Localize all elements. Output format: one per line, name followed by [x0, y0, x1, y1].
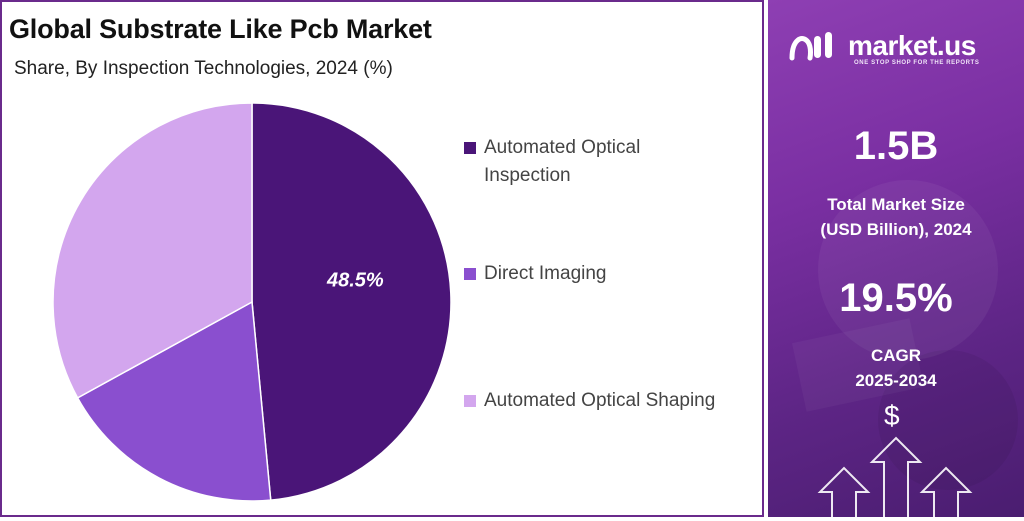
legend-item-automated-optical-inspection: Automated Optical Inspection	[464, 134, 764, 190]
legend-label-automated-optical-shaping: Automated Optical Shaping	[484, 390, 716, 411]
legend-swatch-direct-imaging	[464, 268, 476, 280]
brand-name: market.us	[848, 30, 976, 61]
cagr-label-line1: CAGR	[870, 346, 922, 365]
data-label-automated-optical-inspection: 48.5%	[326, 269, 384, 291]
market-size-value: 1.5B	[853, 124, 939, 168]
brand-tagline: ONE STOP SHOP FOR THE REPORTS	[854, 60, 980, 66]
chart-title: Global Substrate Like Pcb Market	[9, 14, 432, 44]
cagr-value: 19.5%	[839, 276, 953, 320]
pie-slice-automated-optical-shaping	[52, 102, 253, 399]
dollar-icon: $	[884, 400, 900, 431]
legend-label-automated-optical-inspection: Automated Optical Inspection	[484, 134, 764, 190]
legend-swatch-automated-optical-shaping	[464, 395, 476, 407]
legend-swatch-automated-optical-inspection	[464, 142, 476, 154]
legend-label-direct-imaging: Direct Imaging	[484, 263, 607, 284]
legend-item-automated-optical-shaping: Automated Optical Shaping	[464, 387, 764, 415]
arrow-up-icon	[817, 466, 871, 517]
pie-slice-automated-optical-inspection	[251, 102, 452, 501]
pie-chart: 48.5%	[52, 102, 452, 502]
arrow-up-icon	[869, 436, 923, 517]
cagr-label: CAGR 2025-2034	[768, 343, 1024, 393]
legend-label-line1: Automated Optical	[484, 137, 641, 158]
legend-label-line2: Inspection	[484, 165, 571, 186]
summary-panel: market.us ONE STOP SHOP FOR THE REPORTS …	[768, 0, 1024, 517]
arrow-up-icon	[919, 466, 973, 517]
chart-subtitle: Share, By Inspection Technologies, 2024 …	[14, 58, 393, 79]
chart-panel: Global Substrate Like Pcb Market Share, …	[0, 0, 764, 517]
cagr-label-line2: 2025-2034	[855, 371, 937, 390]
background-decoration	[792, 180, 1018, 517]
market-us-logo-icon	[789, 32, 832, 61]
brand: market.us	[788, 28, 976, 64]
market-size-label: Total Market Size (USD Billion), 2024	[768, 192, 1024, 242]
market-size-label-line1: Total Market Size	[827, 195, 965, 214]
pie-slice-direct-imaging	[76, 300, 272, 502]
market-size-label-line2: (USD Billion), 2024	[820, 220, 972, 239]
legend-item-direct-imaging: Direct Imaging	[464, 260, 764, 288]
